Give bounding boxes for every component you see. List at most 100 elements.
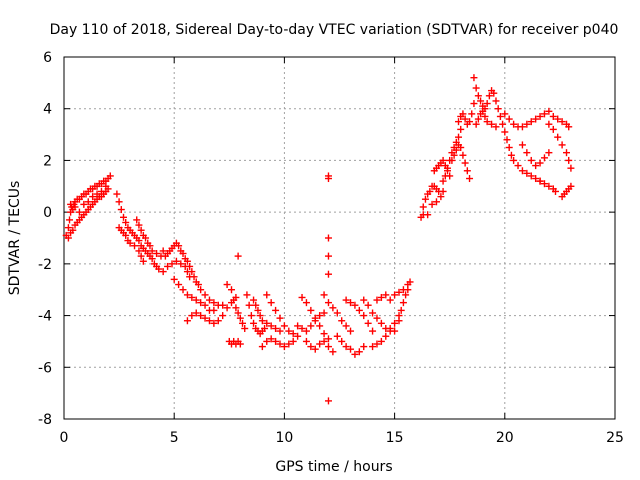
data-point	[439, 177, 447, 185]
data-point	[135, 221, 143, 229]
data-point	[404, 286, 412, 294]
data-point	[234, 309, 242, 317]
data-point	[419, 203, 427, 211]
data-point	[137, 226, 145, 234]
data-point	[307, 322, 315, 330]
data-point	[369, 327, 377, 335]
data-point	[316, 322, 324, 330]
data-point	[320, 337, 328, 345]
data-point	[360, 296, 368, 304]
data-point	[263, 291, 271, 299]
data-point	[71, 203, 79, 211]
data-point	[466, 118, 474, 126]
data-point	[247, 312, 255, 320]
x-tick-label: 15	[386, 430, 404, 446]
data-point	[373, 314, 381, 322]
data-point	[192, 309, 200, 317]
data-point	[276, 340, 284, 348]
data-point	[316, 312, 324, 320]
data-point	[443, 164, 451, 172]
data-point	[289, 330, 297, 338]
data-point	[75, 208, 83, 216]
data-point	[470, 74, 478, 82]
data-point	[135, 247, 143, 255]
data-point	[505, 115, 513, 123]
data-point	[450, 151, 458, 159]
plot-frame	[63, 56, 616, 420]
data-point	[527, 172, 535, 180]
data-point	[267, 299, 275, 307]
y-tick-label: 0	[43, 205, 52, 221]
data-point	[532, 162, 540, 170]
data-point	[69, 226, 77, 234]
data-point	[545, 107, 553, 115]
data-point	[122, 218, 130, 226]
data-point	[527, 118, 535, 126]
data-point	[201, 291, 209, 299]
data-point	[298, 293, 306, 301]
data-point	[201, 301, 209, 309]
data-point	[391, 319, 399, 327]
data-point	[243, 291, 251, 299]
data-point	[320, 330, 328, 338]
data-point	[448, 156, 456, 164]
data-point	[558, 141, 566, 149]
data-point	[177, 260, 185, 268]
data-point	[153, 250, 161, 258]
data-point	[395, 317, 403, 325]
data-point	[470, 100, 478, 108]
data-point	[298, 325, 306, 332]
data-point	[324, 397, 332, 405]
data-point	[307, 343, 315, 351]
data-point	[360, 343, 368, 351]
data-point	[66, 216, 74, 224]
data-point	[324, 343, 332, 351]
data-point	[324, 270, 332, 278]
data-point	[397, 306, 405, 314]
data-point	[263, 337, 271, 345]
data-point	[258, 317, 266, 325]
data-point	[518, 167, 526, 175]
data-point	[477, 97, 485, 105]
y-tick-label: 4	[43, 102, 52, 118]
data-point	[488, 120, 496, 128]
x-tick-label: 0	[60, 430, 69, 446]
data-point	[463, 167, 471, 175]
data-point	[554, 115, 562, 123]
data-point	[324, 299, 332, 307]
data-point	[263, 319, 271, 327]
data-point	[373, 296, 381, 304]
data-point	[307, 306, 315, 314]
data-point	[421, 195, 429, 203]
data-point	[567, 182, 575, 190]
data-point	[455, 133, 463, 141]
data-point	[302, 299, 310, 307]
data-point	[459, 151, 467, 159]
data-point	[355, 348, 363, 356]
data-point	[505, 144, 513, 151]
data-point	[395, 288, 403, 296]
data-point	[276, 327, 284, 335]
data-point	[272, 337, 280, 345]
data-point	[338, 337, 346, 345]
data-point	[549, 125, 557, 133]
data-point	[219, 312, 227, 320]
data-point	[545, 120, 553, 128]
data-point	[205, 296, 213, 304]
axis-ticks	[63, 56, 616, 420]
data-point	[399, 299, 407, 307]
data-point	[382, 332, 390, 340]
data-point	[424, 211, 432, 219]
data-point	[461, 115, 469, 123]
data-point	[377, 319, 385, 327]
data-point	[324, 252, 332, 260]
data-point	[377, 293, 385, 301]
data-point	[316, 340, 324, 348]
data-point	[302, 337, 310, 345]
data-point	[474, 92, 482, 100]
data-point	[479, 107, 487, 115]
data-point	[183, 257, 191, 265]
x-tick-labels: 0 5 10 15 20 25	[60, 430, 624, 446]
data-point	[186, 262, 194, 270]
data-point	[472, 84, 480, 92]
